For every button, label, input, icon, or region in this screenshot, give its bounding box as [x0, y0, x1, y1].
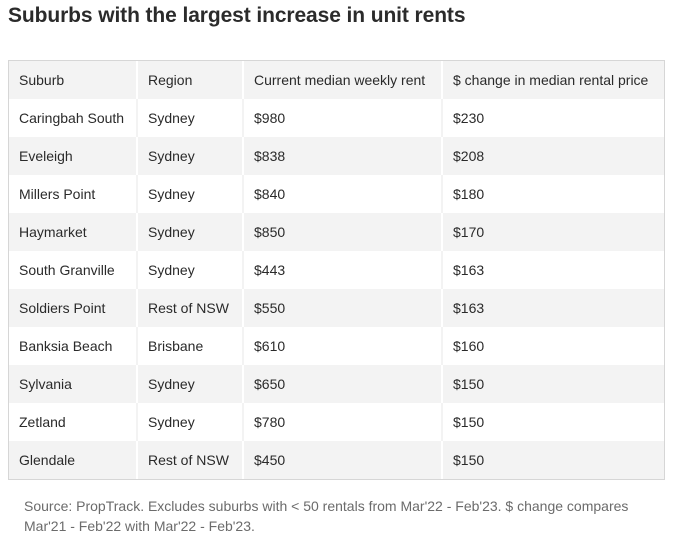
cell-rent-change: $150	[453, 452, 485, 468]
cell-region: Sydney	[137, 99, 244, 137]
cell-suburb: Haymarket	[9, 213, 138, 251]
cell-region: Sydney	[137, 251, 244, 289]
cell-rent-change: $230	[453, 110, 485, 126]
cell-rent-change: $150	[453, 376, 485, 392]
cell-rent-change: $180	[453, 186, 485, 202]
cell-suburb: Eveleigh	[9, 137, 138, 175]
source-note: Source: PropTrack. Excludes suburbs with…	[24, 498, 629, 534]
rents-table: Suburb Region Current median weekly rent…	[9, 61, 664, 479]
cell-current-rent: $610	[243, 327, 443, 365]
table-row: Zetland Sydney $780 $150	[9, 403, 664, 441]
column-header-suburb: Suburb	[9, 61, 138, 99]
cell-region: Sydney	[137, 137, 244, 175]
cell-region: Sydney	[137, 175, 244, 213]
cell-suburb: Zetland	[9, 403, 138, 441]
cell-rent-change: $160	[453, 338, 485, 354]
cell-current-rent: $550	[243, 289, 443, 327]
cell-suburb: Banksia Beach	[9, 327, 138, 365]
cell-current-rent: $443	[243, 251, 443, 289]
cell-current-rent: $850	[243, 213, 443, 251]
cell-current-rent: $780	[243, 403, 443, 441]
table-row: South Granville Sydney $443 $163	[9, 251, 664, 289]
table-body: Caringbah South Sydney $980 $230 Eveleig…	[9, 99, 664, 479]
table-header-row: Suburb Region Current median weekly rent…	[9, 61, 664, 99]
cell-suburb: Caringbah South	[9, 99, 138, 137]
cell-region: Sydney	[137, 213, 244, 251]
table-row: Caringbah South Sydney $980 $230	[9, 99, 664, 137]
table-row: Eveleigh Sydney $838 $208	[9, 137, 664, 175]
column-header-change-in-rent: $ change in median rental price	[453, 72, 649, 88]
table-row: Glendale Rest of NSW $450 $150	[9, 441, 664, 479]
cell-region: Rest of NSW	[137, 441, 244, 479]
table-row: Sylvania Sydney $650 $150	[9, 365, 664, 403]
table-row: Millers Point Sydney $840 $180	[9, 175, 664, 213]
cell-region: Rest of NSW	[137, 289, 244, 327]
column-header-current-median-rent: Current median weekly rent	[243, 61, 443, 99]
cell-region: Sydney	[137, 365, 244, 403]
cell-region: Sydney	[137, 403, 244, 441]
cell-current-rent: $838	[243, 137, 443, 175]
table-row: Haymarket Sydney $850 $170	[9, 213, 664, 251]
cell-rent-change: $170	[453, 224, 485, 240]
cell-current-rent: $450	[243, 441, 443, 479]
column-header-region: Region	[137, 61, 244, 99]
page-title: Suburbs with the largest increase in uni…	[8, 4, 466, 27]
cell-suburb: Glendale	[9, 441, 138, 479]
cell-current-rent: $650	[243, 365, 443, 403]
rents-table-container: Suburb Region Current median weekly rent…	[8, 60, 665, 480]
cell-suburb: Sylvania	[9, 365, 138, 403]
table-row: Soldiers Point Rest of NSW $550 $163	[9, 289, 664, 327]
cell-rent-change: $150	[453, 414, 485, 430]
cell-current-rent: $980	[243, 99, 443, 137]
cell-rent-change: $163	[453, 300, 485, 316]
cell-suburb: Millers Point	[9, 175, 138, 213]
cell-rent-change: $163	[453, 262, 485, 278]
cell-current-rent: $840	[243, 175, 443, 213]
cell-suburb: South Granville	[9, 251, 138, 289]
cell-suburb: Soldiers Point	[9, 289, 138, 327]
cell-region: Brisbane	[137, 327, 244, 365]
cell-rent-change: $208	[453, 148, 485, 164]
table-row: Banksia Beach Brisbane $610 $160	[9, 327, 664, 365]
